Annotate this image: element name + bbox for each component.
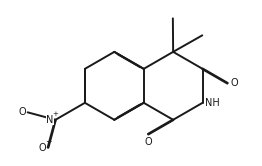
Text: O: O	[144, 137, 152, 147]
Text: −: −	[45, 137, 51, 146]
Text: NH: NH	[205, 98, 220, 108]
Text: N: N	[46, 115, 54, 125]
Text: +: +	[53, 111, 58, 117]
Text: O: O	[39, 143, 46, 153]
Text: O: O	[230, 78, 238, 88]
Text: O: O	[18, 107, 26, 117]
